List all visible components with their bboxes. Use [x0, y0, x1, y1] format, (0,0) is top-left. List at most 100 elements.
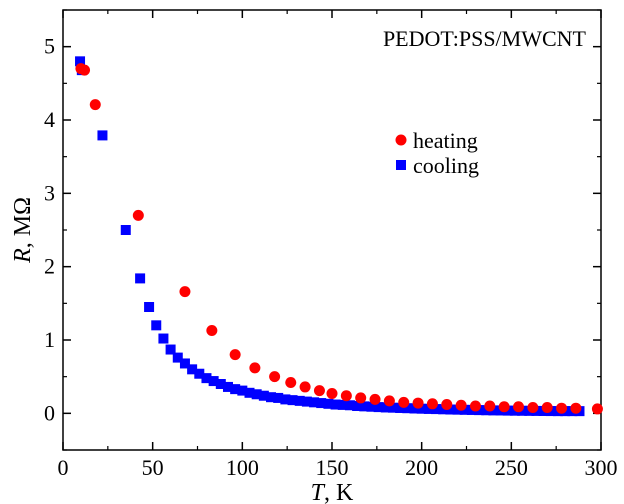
- cooling-point: [244, 387, 255, 398]
- heating-point: [527, 401, 539, 413]
- heating-point: [570, 402, 582, 414]
- cooling-point: [309, 397, 320, 408]
- cooling-point: [237, 385, 248, 396]
- legend-background: [382, 122, 506, 184]
- y-tick-label: 4: [44, 107, 55, 132]
- cooling-point: [165, 344, 176, 355]
- cooling-point: [208, 376, 219, 387]
- cooling-point: [387, 402, 398, 413]
- heating-point: [484, 400, 496, 412]
- x-tick-label: 0: [58, 455, 69, 480]
- legend-cooling-marker: [396, 160, 406, 170]
- y-tick-label: 3: [44, 180, 55, 205]
- heating-point: [249, 362, 261, 374]
- heating-point: [398, 396, 410, 408]
- cooling-point: [144, 302, 155, 312]
- cooling-point: [373, 402, 384, 413]
- y-tick-label: 1: [44, 327, 55, 352]
- heating-point: [285, 377, 297, 389]
- cooling-point: [459, 404, 470, 415]
- heating-point: [513, 401, 525, 413]
- y-tick-label: 5: [44, 34, 55, 59]
- cooling-point: [151, 320, 162, 331]
- cooling-point: [481, 405, 492, 416]
- heating-point: [206, 324, 218, 336]
- legend-heating-marker: [395, 134, 407, 146]
- cooling-point: [215, 379, 226, 389]
- x-tick-label: 300: [585, 455, 618, 480]
- cooling-point: [120, 225, 131, 235]
- cooling-point: [316, 398, 327, 409]
- cooling-point: [402, 403, 413, 414]
- cooling-point: [366, 401, 377, 412]
- chart-annotation: PEDOT:PSS/MWCNT: [383, 26, 587, 51]
- heating-point: [426, 398, 438, 410]
- cooling-point: [75, 56, 86, 67]
- cooling-point: [97, 130, 108, 141]
- cooling-point: [352, 401, 363, 411]
- cooling-point: [431, 404, 442, 415]
- cooling-point: [323, 398, 334, 409]
- cooling-point: [230, 384, 241, 395]
- heating-point: [229, 349, 241, 361]
- cooling-point: [395, 402, 406, 413]
- cooling-point: [359, 401, 370, 412]
- x-axis-ticks: 0 50 100 150 200 250 300: [58, 10, 618, 480]
- x-tick-label: 150: [316, 455, 349, 480]
- cooling-point: [330, 399, 341, 410]
- heating-point: [369, 393, 381, 405]
- cooling-point: [445, 404, 456, 415]
- cooling-point: [416, 403, 427, 414]
- cooling-point: [135, 273, 146, 284]
- heating-point: [591, 403, 603, 415]
- cooling-point: [194, 368, 205, 379]
- heating-point: [412, 397, 424, 409]
- cooling-series: [75, 56, 585, 417]
- heating-point: [556, 402, 568, 414]
- x-tick-label: 250: [495, 455, 528, 480]
- heating-point: [383, 395, 395, 407]
- cooling-point: [258, 390, 269, 401]
- heating-point: [455, 399, 467, 411]
- cooling-point: [172, 352, 183, 363]
- cooling-point: [251, 389, 262, 400]
- x-tick-label: 100: [226, 455, 259, 480]
- heating-series: [75, 63, 603, 415]
- legend-heating-label: heating: [413, 128, 478, 153]
- x-axis-title: T, K: [311, 480, 354, 504]
- heating-point: [541, 401, 553, 413]
- heating-point: [498, 401, 510, 413]
- y-axis-ticks: 0 1 2 3 4 5: [44, 9, 601, 451]
- heating-point: [326, 388, 338, 400]
- cooling-point: [301, 396, 312, 407]
- legend: heating cooling: [382, 122, 506, 184]
- cooling-point: [423, 403, 434, 414]
- plot-frame: [62, 9, 602, 451]
- x-tick-label: 50: [142, 455, 164, 480]
- heating-point: [469, 400, 481, 412]
- heating-point: [79, 64, 91, 76]
- cooling-point: [273, 392, 284, 403]
- heating-point: [179, 286, 191, 298]
- cooling-point: [438, 404, 449, 415]
- y-tick-label: 0: [44, 400, 55, 425]
- cooling-point: [488, 405, 499, 416]
- heating-point: [355, 392, 367, 404]
- y-tick-label: 2: [44, 254, 55, 279]
- y-axis-title: R, MΩ: [10, 197, 36, 264]
- cooling-point: [280, 394, 291, 405]
- cooling-point: [179, 358, 190, 369]
- heating-point: [132, 209, 144, 221]
- legend-cooling-label: cooling: [413, 153, 479, 178]
- x-tick-label: 200: [405, 455, 438, 480]
- heating-point: [89, 99, 101, 111]
- cooling-point: [380, 402, 391, 413]
- cooling-point: [187, 364, 198, 375]
- heating-point: [299, 381, 311, 393]
- cooling-point: [158, 333, 169, 344]
- cooling-point: [287, 395, 298, 406]
- cooling-point: [409, 403, 420, 414]
- cooling-point: [452, 404, 463, 415]
- cooling-point: [222, 381, 233, 392]
